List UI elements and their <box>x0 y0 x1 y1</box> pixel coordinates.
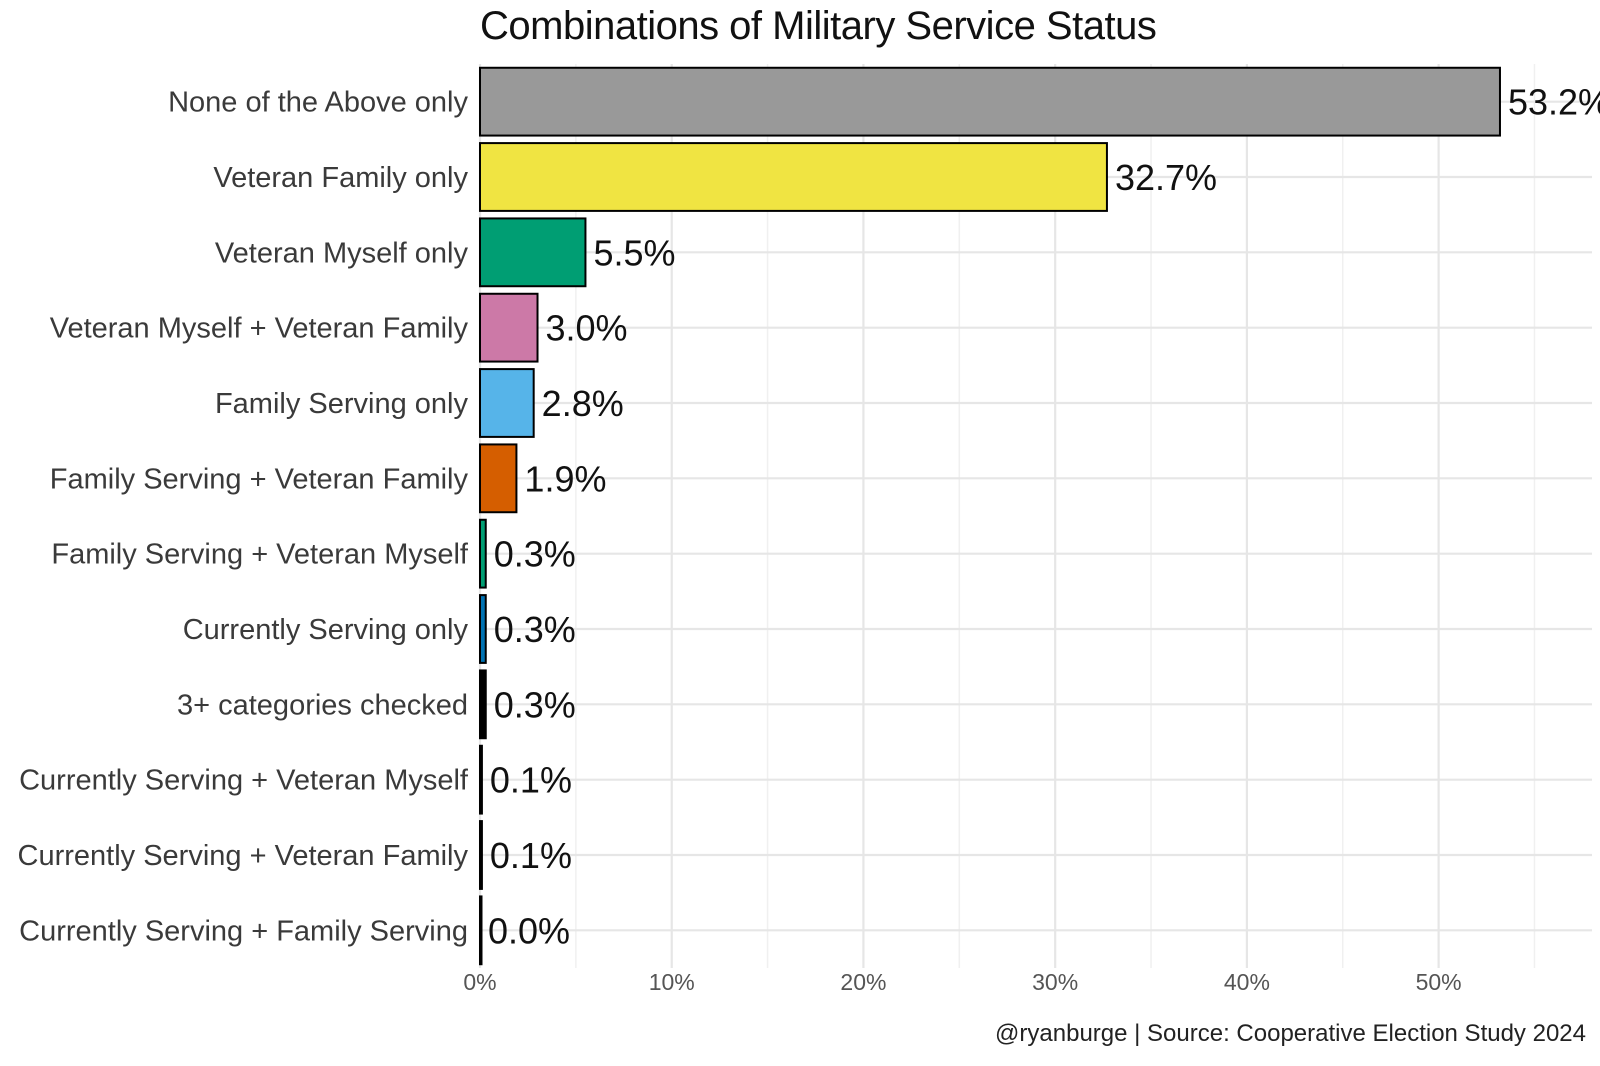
x-tick-label: 30% <box>1032 969 1078 995</box>
chart-caption: @ryanburge | Source: Cooperative Electio… <box>995 1020 1586 1047</box>
value-label: 0.3% <box>494 609 576 650</box>
value-label: 1.9% <box>524 458 606 499</box>
value-label: 0.1% <box>490 835 572 876</box>
x-tick-label: 40% <box>1224 969 1270 995</box>
category-label: Veteran Family only <box>213 162 468 194</box>
value-label: 53.2% <box>1508 82 1600 123</box>
bar-8 <box>479 669 487 740</box>
bar-2 <box>479 217 587 288</box>
value-label: 5.5% <box>593 232 675 273</box>
value-label: 0.3% <box>494 534 576 575</box>
x-tick-label: 50% <box>1416 969 1462 995</box>
bar-11 <box>479 895 483 966</box>
grid-lines <box>478 64 1592 968</box>
bar-1 <box>479 142 1108 212</box>
bar-4 <box>479 368 535 438</box>
value-labels: 53.2% 32.7% 5.5% 3.0% 2.8% 1.9% 0.3% 0.3% 0.3% 0.… <box>488 82 1600 952</box>
x-tick-label: 10% <box>649 969 695 995</box>
bar-6 <box>479 518 487 589</box>
x-tick-label: 20% <box>840 969 886 995</box>
bar-3 <box>479 292 539 363</box>
category-label: None of the Above only <box>168 87 468 119</box>
bar-5 <box>479 443 518 514</box>
category-labels: None of the Above only Veteran Family onl… <box>18 87 469 948</box>
bar-9 <box>479 744 483 815</box>
value-label: 3.0% <box>546 308 628 349</box>
category-label: Currently Serving + Family Serving <box>19 915 468 947</box>
category-label: Veteran Myself + Veteran Family <box>50 313 469 345</box>
category-label: Family Serving + Veteran Myself <box>51 539 469 571</box>
bar-10 <box>479 820 483 890</box>
x-axis-ticks: 0% 10% 20% 30% 40% 50% <box>463 969 1461 995</box>
category-label: Veteran Myself only <box>215 237 469 269</box>
value-label: 0.1% <box>490 760 572 801</box>
x-tick-label: 0% <box>463 969 496 995</box>
bar-7 <box>479 594 487 664</box>
category-label: 3+ categories checked <box>177 689 468 721</box>
category-label: Currently Serving only <box>183 614 469 646</box>
value-label: 0.3% <box>494 684 576 725</box>
category-label: Family Serving only <box>215 388 469 420</box>
chart-title: Combinations of Military Service Status <box>480 4 1157 48</box>
category-label: Currently Serving + Veteran Family <box>18 840 469 872</box>
value-label: 2.8% <box>542 383 624 424</box>
value-label: 0.0% <box>488 910 570 951</box>
category-label: Currently Serving + Veteran Myself <box>19 765 469 797</box>
bars <box>479 66 1501 966</box>
bar-0 <box>479 66 1501 137</box>
value-label: 32.7% <box>1115 157 1217 198</box>
category-label: Family Serving + Veteran Family <box>50 463 469 495</box>
